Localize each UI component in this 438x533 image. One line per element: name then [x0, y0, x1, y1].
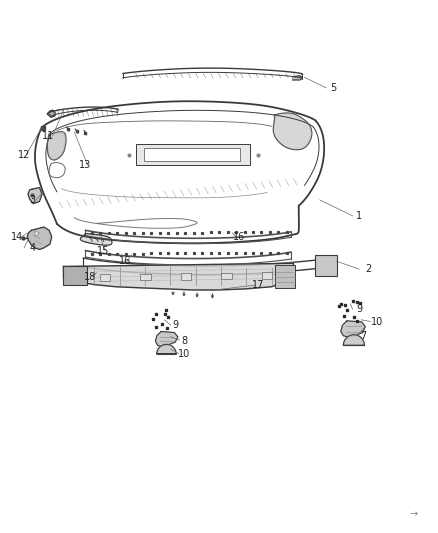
Text: 4: 4 [30, 243, 36, 253]
Text: 10: 10 [371, 318, 383, 327]
Text: 18: 18 [84, 272, 96, 282]
Text: 12: 12 [18, 150, 30, 159]
Text: 9: 9 [356, 304, 362, 314]
FancyBboxPatch shape [315, 255, 337, 276]
Text: 7: 7 [360, 331, 367, 341]
Polygon shape [157, 344, 176, 354]
Text: 13: 13 [79, 160, 92, 170]
Text: 1: 1 [356, 211, 362, 221]
Bar [100, 274, 110, 281]
Text: →: → [410, 510, 418, 520]
Bar [63, 266, 87, 285]
Text: 15: 15 [97, 246, 109, 255]
Polygon shape [47, 110, 55, 117]
Polygon shape [155, 332, 178, 346]
Text: 3: 3 [30, 195, 36, 205]
Text: 16: 16 [119, 256, 131, 266]
Bar [136, 144, 250, 165]
Text: 5: 5 [330, 83, 336, 93]
Bar [144, 148, 240, 161]
Polygon shape [341, 321, 365, 337]
Text: 9: 9 [172, 320, 178, 330]
Polygon shape [64, 263, 293, 290]
Polygon shape [47, 132, 66, 160]
Text: 10: 10 [178, 350, 190, 359]
Bar [140, 274, 151, 280]
Polygon shape [273, 113, 312, 149]
Bar [221, 273, 232, 279]
Polygon shape [343, 335, 364, 345]
Text: 16: 16 [233, 232, 245, 242]
Text: 2: 2 [365, 264, 371, 274]
Text: 17: 17 [252, 280, 265, 290]
Polygon shape [28, 188, 42, 204]
Polygon shape [81, 233, 112, 245]
FancyBboxPatch shape [275, 265, 295, 288]
Text: 11: 11 [42, 131, 54, 141]
Text: 8: 8 [181, 336, 187, 346]
Polygon shape [293, 76, 302, 80]
Bar [262, 272, 272, 279]
Text: 14: 14 [11, 232, 24, 242]
Bar [181, 273, 191, 280]
Polygon shape [27, 227, 52, 249]
